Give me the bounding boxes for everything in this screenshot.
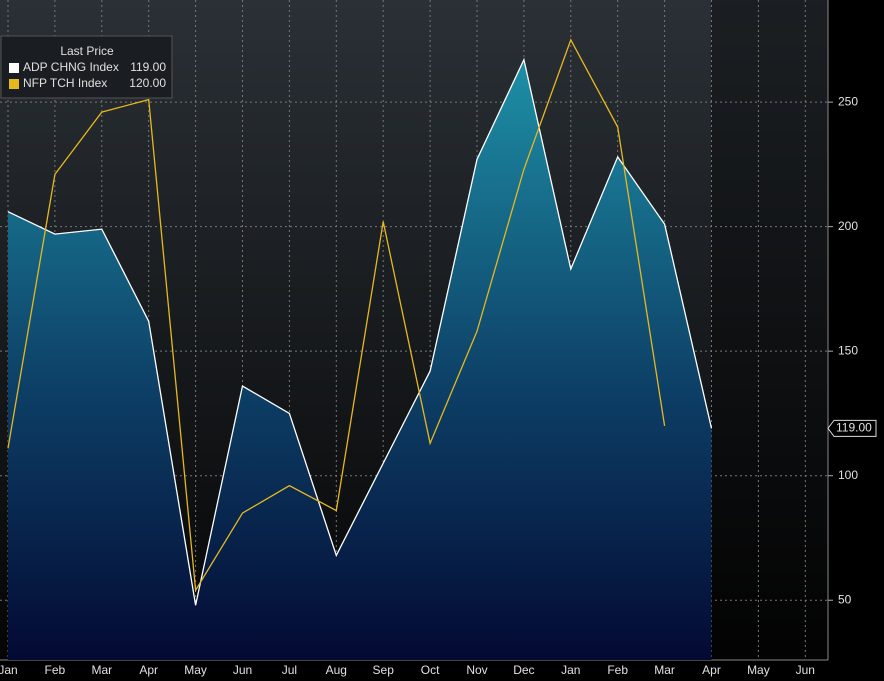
x-tick-label: Jan [0,663,18,677]
y-tick-label: 200 [838,219,858,233]
legend-label: NFP TCH Index [23,76,107,90]
x-tick-label: Aug [326,663,347,677]
x-tick-label: Mar [91,663,112,677]
x-tick-label: Apr [702,663,721,677]
x-tick-label: Jul [282,663,297,677]
line [7,38,666,593]
legend-title: Last Price [60,44,114,58]
area-fill [8,59,712,661]
y-tick-label: 50 [838,592,852,606]
x-tick-label: Jun [233,663,252,677]
future-region [711,0,828,660]
legend-label: ADP CHNG Index [23,60,119,74]
area-line [7,57,713,606]
x-tick-label: Dec [513,663,534,677]
x-tick-label: Feb [45,663,66,677]
legend-swatch [9,63,19,73]
x-tick-label: Nov [466,663,487,677]
y-tick-label: 150 [838,343,858,357]
last-value-label: 119.00 [836,421,872,435]
last-value-tag [827,419,877,437]
legend: Last Price [0,35,173,99]
x-tick-label: Jan [561,663,580,677]
legend-swatch [9,79,19,89]
y-tick-label: 100 [838,468,858,482]
x-tick-label: Sep [373,663,395,677]
x-tick-label: Mar [654,663,675,677]
x-tick-label: Oct [421,663,440,677]
x-tick-label: May [184,663,207,677]
x-tick-label: Apr [139,663,158,677]
legend-value: 120.00 [129,76,166,90]
x-tick-label: May [747,663,770,677]
legend-value: 119.00 [130,60,166,74]
x-tick-label: Jun [796,663,815,677]
x-tick-label: Feb [607,663,628,677]
y-tick-label: 250 [838,94,858,108]
legend-box [0,35,173,99]
